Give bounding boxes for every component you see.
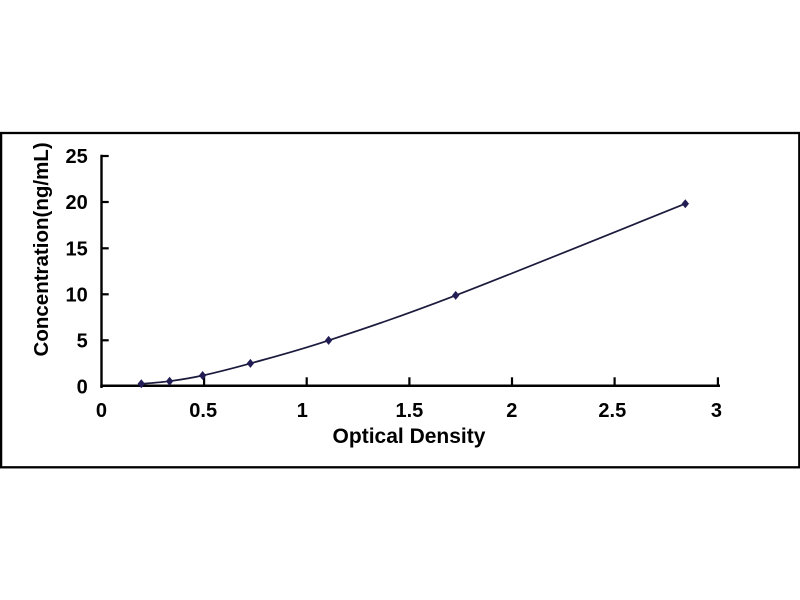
svg-text:5: 5 bbox=[77, 331, 88, 353]
svg-text:2.5: 2.5 bbox=[598, 400, 626, 422]
svg-text:0: 0 bbox=[96, 400, 107, 422]
svg-text:10: 10 bbox=[66, 285, 88, 307]
svg-text:25: 25 bbox=[66, 146, 88, 168]
svg-text:0.5: 0.5 bbox=[189, 400, 217, 422]
svg-text:Concentration(ng/mL): Concentration(ng/mL) bbox=[30, 142, 53, 356]
svg-text:Optical Density: Optical Density bbox=[333, 425, 486, 448]
svg-text:1.5: 1.5 bbox=[395, 400, 423, 422]
svg-text:2: 2 bbox=[506, 400, 517, 422]
svg-text:15: 15 bbox=[66, 239, 88, 261]
svg-text:1: 1 bbox=[297, 400, 308, 422]
svg-text:20: 20 bbox=[66, 192, 88, 214]
svg-text:0: 0 bbox=[77, 377, 88, 399]
svg-text:3: 3 bbox=[711, 400, 722, 422]
